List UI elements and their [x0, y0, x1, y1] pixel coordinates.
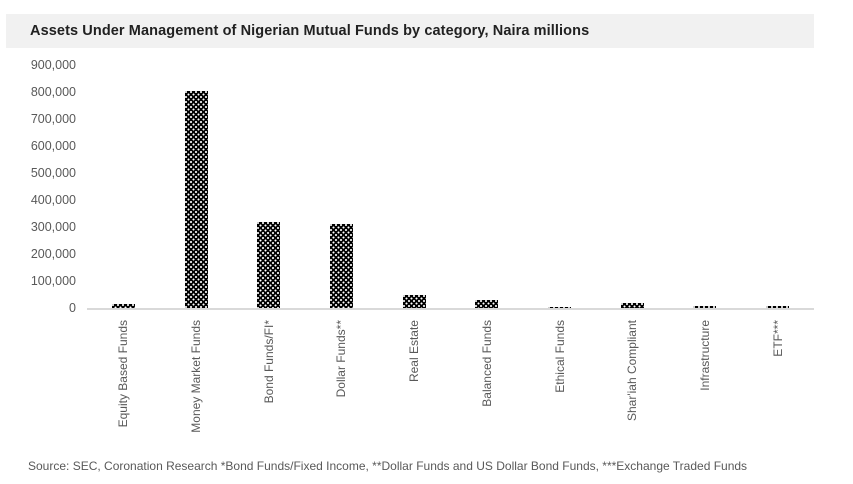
x-axis-label: Infrastructure — [697, 320, 712, 391]
x-label-slot: Balanced Funds — [451, 320, 524, 452]
bar-slot — [669, 65, 742, 308]
y-tick-label: 400,000 — [30, 193, 76, 207]
bar-slot — [305, 65, 378, 308]
bar-slot — [378, 65, 451, 308]
x-axis-label: Money Market Funds — [189, 320, 204, 433]
source-note: Source: SEC, Coronation Research *Bond F… — [28, 459, 748, 473]
x-axis-label: Equity Based Funds — [116, 320, 131, 428]
bar — [693, 305, 717, 308]
x-axis-line — [87, 308, 814, 310]
bar — [548, 307, 572, 308]
x-axis-labels: Equity Based Funds Money Market Funds Bond… — [87, 320, 814, 452]
y-tick-label: 0 — [69, 301, 76, 315]
bar-slot — [87, 65, 160, 308]
bar-slot — [741, 65, 814, 308]
x-label-slot: Infrastructure — [669, 320, 742, 452]
y-tick-label: 700,000 — [30, 112, 76, 126]
x-axis-label: Dollar Funds** — [334, 320, 349, 398]
x-label-slot: Equity Based Funds — [87, 320, 160, 452]
bar — [402, 295, 426, 308]
bar — [257, 221, 281, 308]
bar — [111, 303, 135, 308]
y-tick-label: 900,000 — [30, 58, 76, 72]
chart-title-band: Assets Under Management of Nigerian Mutu… — [6, 14, 814, 48]
x-label-slot: Money Market Funds — [160, 320, 233, 452]
bar — [766, 305, 790, 308]
y-tick-label: 100,000 — [30, 274, 76, 288]
bar — [620, 302, 644, 308]
x-label-slot: Ethical Funds — [523, 320, 596, 452]
bar — [184, 90, 208, 308]
bar-slot — [160, 65, 233, 308]
y-tick-label: 200,000 — [30, 247, 76, 261]
x-axis-label: ETF*** — [770, 320, 785, 357]
bar — [475, 300, 499, 308]
x-label-slot: ETF*** — [741, 320, 814, 452]
x-axis-label: Real Estate — [407, 320, 422, 383]
bar-slot — [523, 65, 596, 308]
x-label-slot: Real Estate — [378, 320, 451, 452]
bars-container — [87, 65, 814, 308]
chart-title: Assets Under Management of Nigerian Mutu… — [30, 23, 590, 39]
y-axis-tick-labels: 0 100,000 200,000 300,000 400,000 500,000 600,… — [0, 58, 76, 315]
bar-slot — [232, 65, 305, 308]
x-label-slot: Shar'iah Compliant — [596, 320, 669, 452]
x-label-slot: Bond Funds/FI* — [232, 320, 305, 452]
bar-slot — [596, 65, 669, 308]
x-axis-label: Balanced Funds — [479, 320, 494, 407]
x-axis-label: Shar'iah Compliant — [625, 320, 640, 422]
bar — [329, 224, 353, 308]
bar-slot — [451, 65, 524, 308]
y-tick-label: 800,000 — [30, 85, 76, 99]
x-label-slot: Dollar Funds** — [305, 320, 378, 452]
y-tick-label: 300,000 — [30, 220, 76, 234]
y-tick-label: 500,000 — [30, 166, 76, 180]
x-axis-label: Ethical Funds — [552, 320, 567, 393]
x-axis-label: Bond Funds/FI* — [261, 320, 276, 404]
y-tick-label: 600,000 — [30, 139, 76, 153]
